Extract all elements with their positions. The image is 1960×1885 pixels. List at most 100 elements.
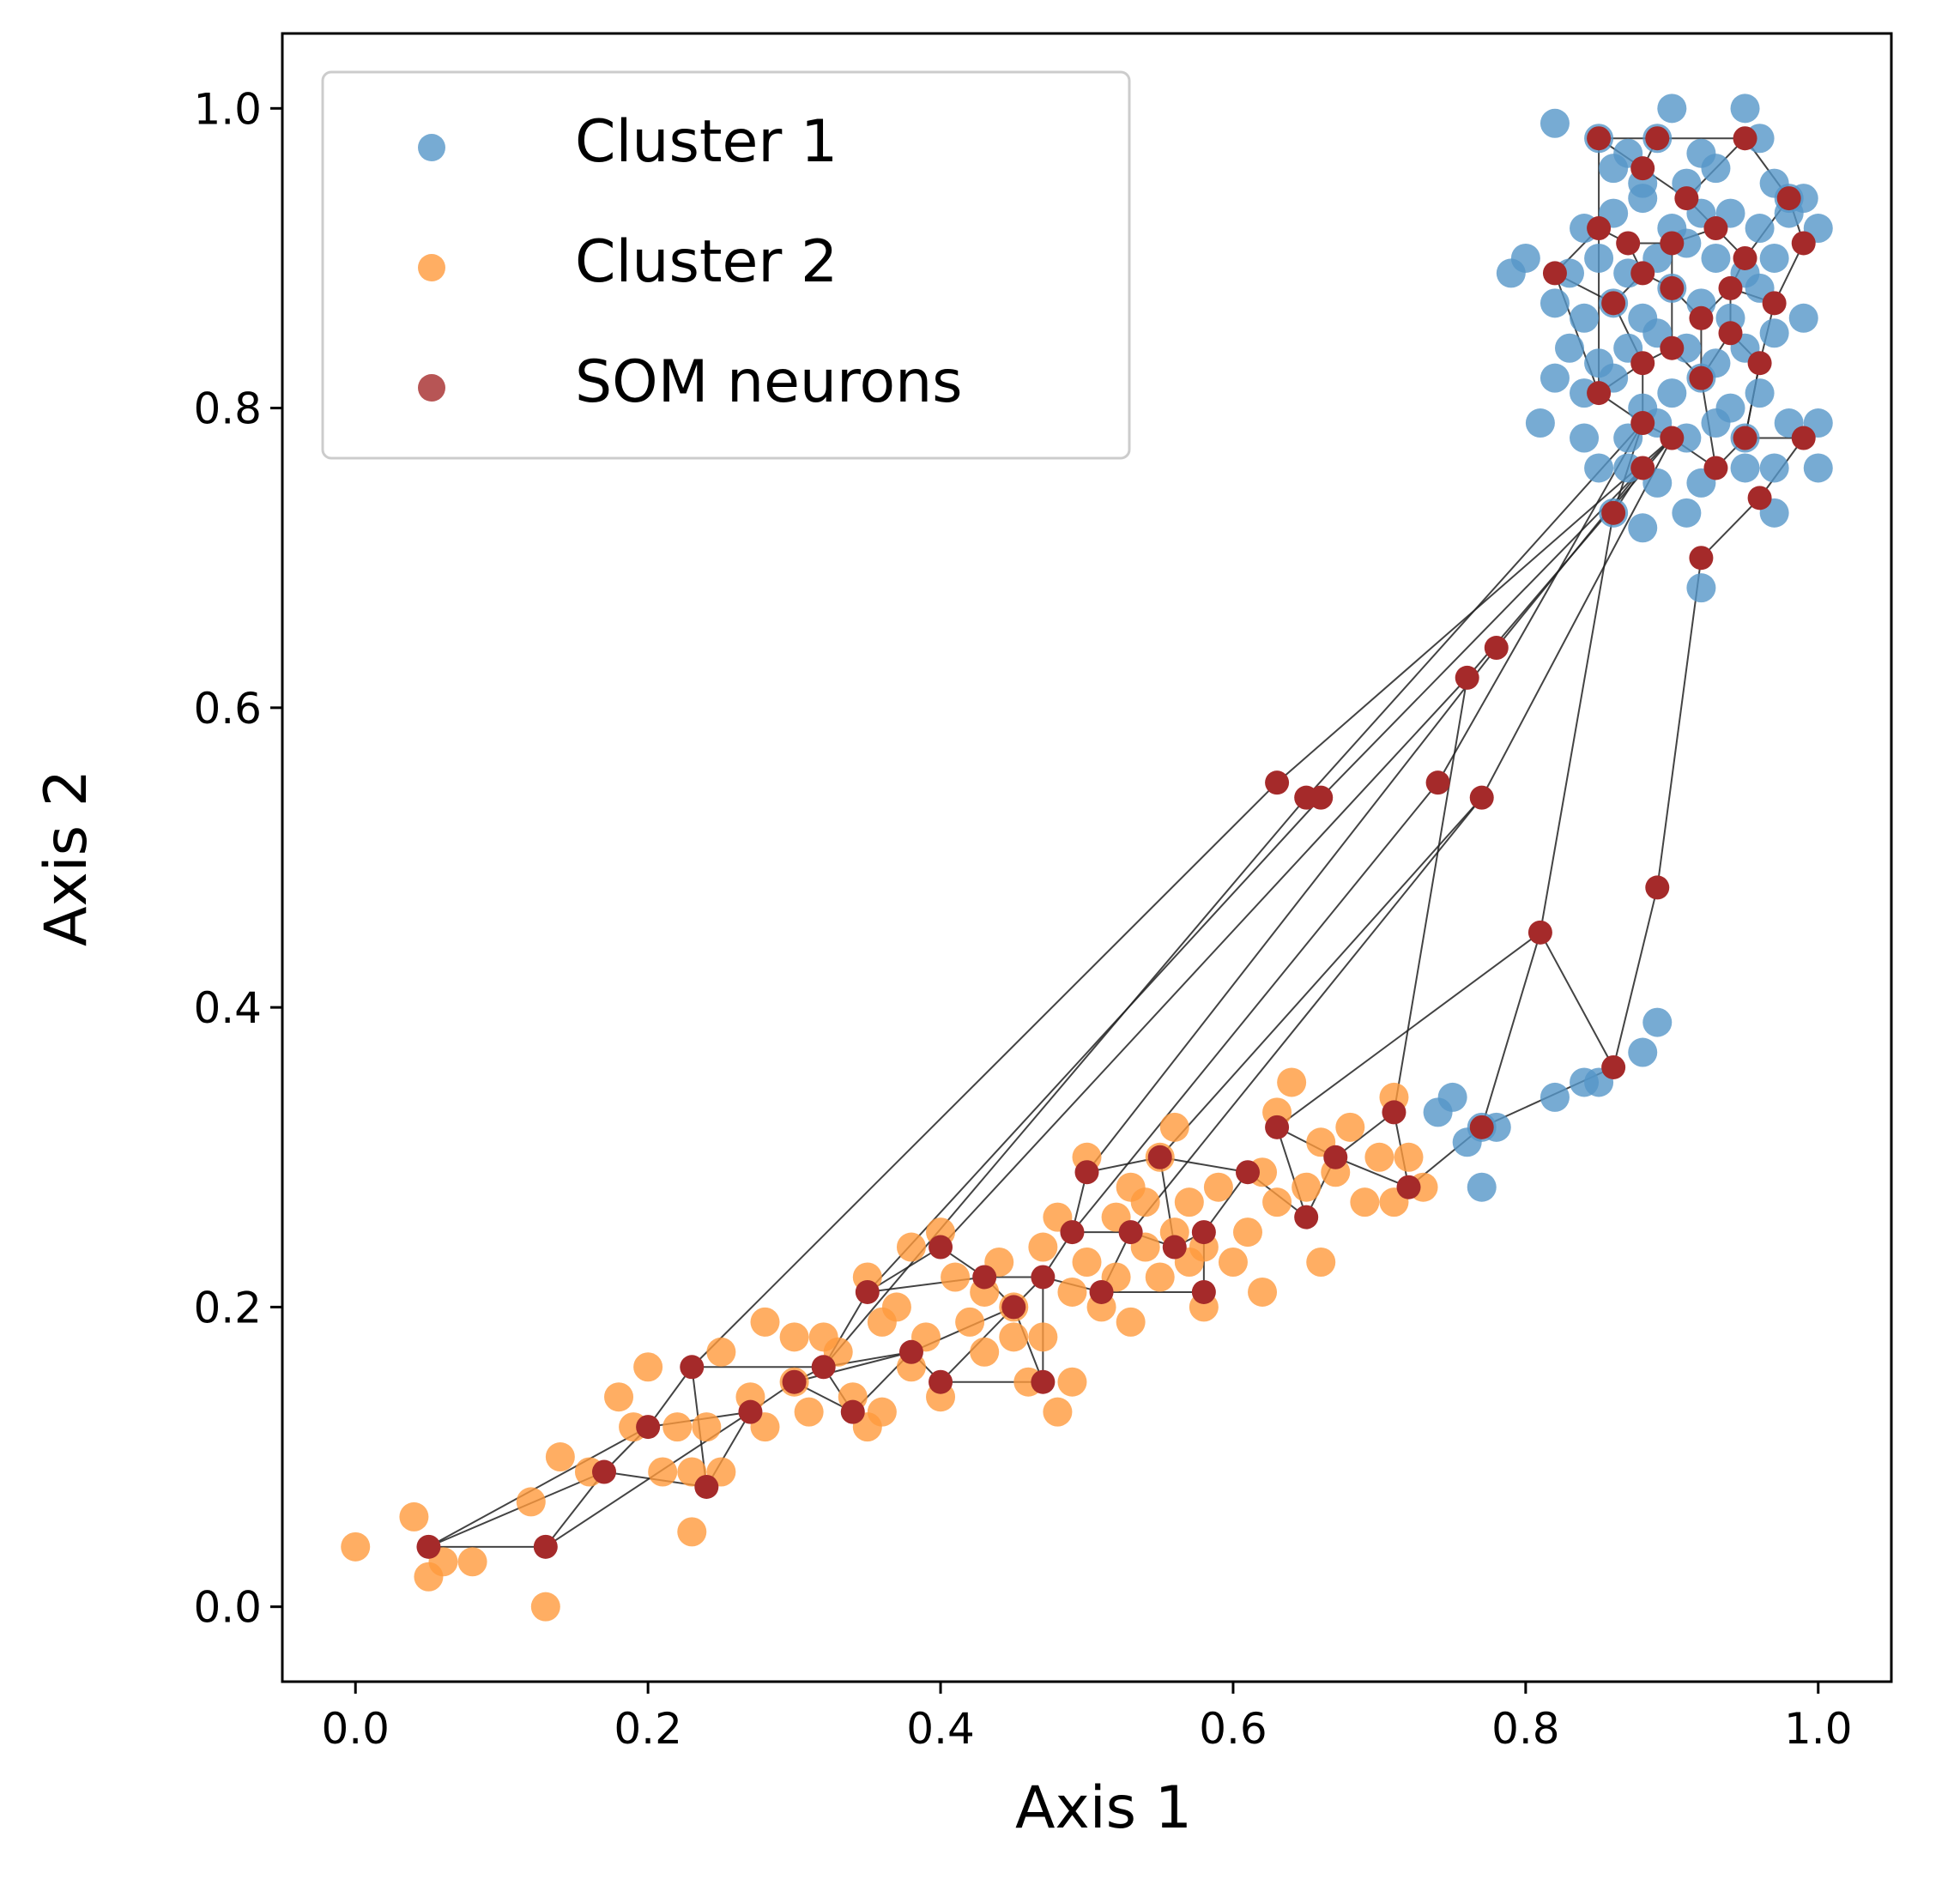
som-edge bbox=[940, 677, 1468, 1248]
cluster-2-point bbox=[1028, 1322, 1058, 1352]
som-neuron bbox=[855, 1279, 880, 1304]
legend-marker-cluster-2 bbox=[418, 254, 445, 281]
cluster-1-point bbox=[1540, 363, 1570, 393]
cluster-2-point bbox=[677, 1517, 707, 1547]
som-neuron bbox=[1601, 291, 1626, 316]
cluster-1-point bbox=[1686, 573, 1716, 603]
y-tick-label: 0.8 bbox=[193, 384, 262, 434]
som-neuron bbox=[1469, 785, 1494, 810]
cluster-2-point bbox=[1072, 1248, 1102, 1278]
cluster-2-point bbox=[604, 1382, 634, 1412]
som-neuron bbox=[1645, 126, 1670, 151]
cluster-1-point bbox=[1628, 1037, 1658, 1067]
cluster-2-point bbox=[941, 1262, 971, 1292]
cluster-1-point bbox=[1570, 303, 1600, 333]
som-edge bbox=[1540, 932, 1615, 1068]
som-edge bbox=[1480, 438, 1673, 799]
cluster-1-point bbox=[1584, 243, 1614, 273]
cluster-2-point bbox=[457, 1547, 487, 1577]
cluster-2-point bbox=[1233, 1217, 1262, 1248]
x-axis-label: Axis 1 bbox=[1015, 1774, 1192, 1842]
som-neuron bbox=[680, 1355, 705, 1380]
som-neuron bbox=[898, 1339, 923, 1364]
som-neuron bbox=[1703, 216, 1728, 241]
cluster-1-point bbox=[1759, 453, 1789, 483]
cluster-1-point bbox=[1759, 243, 1789, 273]
cluster-1-point bbox=[1701, 243, 1731, 273]
cluster-2-point bbox=[1218, 1248, 1248, 1278]
som-neuron bbox=[1630, 351, 1655, 376]
legend-frame bbox=[321, 70, 1131, 460]
cluster-2-point bbox=[516, 1487, 546, 1517]
som-neuron bbox=[1733, 426, 1757, 450]
cluster-1-point bbox=[1657, 94, 1687, 124]
y-tick-label: 0.4 bbox=[193, 983, 262, 1033]
cluster-2-point bbox=[399, 1501, 429, 1532]
som-edge bbox=[1334, 1111, 1395, 1158]
cluster-2-point bbox=[648, 1457, 678, 1487]
som-neuron bbox=[1747, 486, 1772, 511]
cluster-1-point bbox=[1730, 94, 1760, 124]
som-neuron bbox=[1425, 770, 1450, 795]
som-edge bbox=[794, 1350, 912, 1383]
som-edge bbox=[1437, 422, 1644, 783]
som-neuron bbox=[636, 1415, 661, 1440]
som-neuron bbox=[1309, 785, 1334, 810]
som-neuron bbox=[1147, 1145, 1172, 1169]
scatter-points bbox=[341, 94, 1833, 1622]
som-neuron bbox=[1469, 1115, 1494, 1139]
som-neuron bbox=[972, 1265, 997, 1290]
x-tick-label: 0.0 bbox=[321, 1704, 390, 1754]
som-neuron bbox=[1762, 291, 1787, 316]
legend-label-som-neurons: SOM neurons bbox=[575, 348, 963, 416]
som-neuron bbox=[1776, 186, 1801, 211]
som-neuron bbox=[694, 1474, 719, 1499]
som-neuron bbox=[1587, 216, 1612, 241]
cluster-2-point bbox=[1145, 1262, 1175, 1292]
cluster-1-point bbox=[1657, 378, 1687, 408]
cluster-1-point bbox=[1540, 108, 1570, 138]
som-neuron bbox=[416, 1534, 441, 1559]
som-neuron bbox=[1455, 665, 1479, 690]
som-edge bbox=[1203, 1171, 1249, 1233]
cluster-1-point bbox=[1467, 1172, 1497, 1202]
cluster-2-point bbox=[706, 1337, 736, 1367]
cluster-1-point bbox=[1584, 453, 1614, 483]
som-neuron bbox=[1118, 1220, 1143, 1245]
cluster-2-point bbox=[545, 1442, 575, 1472]
som-neuron bbox=[1601, 500, 1626, 525]
cluster-2-point bbox=[692, 1412, 722, 1442]
som-neuron bbox=[1660, 231, 1685, 256]
y-axis: 0.0 0.2 0.4 0.6 0.8 1.0 bbox=[193, 84, 282, 1633]
som-neuron bbox=[1703, 456, 1728, 480]
som-neuron bbox=[1747, 351, 1772, 376]
cluster-1-point bbox=[1628, 184, 1658, 214]
y-tick-label: 1.0 bbox=[193, 84, 262, 134]
som-edge bbox=[691, 782, 1278, 1368]
cluster-2-point bbox=[779, 1322, 809, 1352]
som-neuron bbox=[1645, 875, 1670, 900]
plot-frame bbox=[281, 32, 1893, 1683]
som-neuron bbox=[1601, 1054, 1626, 1079]
cluster-1-point bbox=[1642, 1007, 1673, 1037]
som-neuron bbox=[1689, 305, 1714, 330]
som-neuron bbox=[1630, 156, 1655, 181]
som-edge bbox=[867, 796, 1322, 1293]
cluster-2-point bbox=[1248, 1277, 1278, 1307]
som-neuron bbox=[1718, 275, 1743, 300]
som-edge bbox=[1320, 467, 1643, 799]
som-neuron bbox=[1484, 636, 1509, 661]
som-neuron bbox=[1265, 1115, 1290, 1139]
cluster-2-point bbox=[867, 1397, 897, 1427]
som-neuron bbox=[1718, 321, 1743, 346]
cluster-1-point bbox=[1570, 423, 1600, 453]
cluster-1-point bbox=[1759, 318, 1789, 348]
cluster-1-point bbox=[1540, 288, 1570, 318]
cluster-1-point bbox=[1745, 378, 1775, 408]
som-neuron bbox=[1791, 426, 1816, 450]
som-neuron bbox=[1236, 1160, 1260, 1185]
som-edge bbox=[1086, 647, 1497, 1173]
som-neuron bbox=[1542, 261, 1567, 286]
cluster-2-point bbox=[1116, 1307, 1146, 1337]
cluster-1-point bbox=[1525, 408, 1555, 438]
